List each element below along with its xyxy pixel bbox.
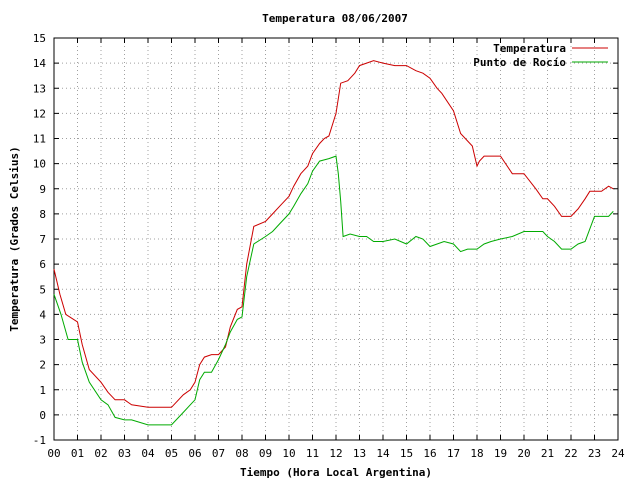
y-tick-label: -1 <box>33 434 46 447</box>
y-tick-label: 4 <box>39 308 46 321</box>
y-tick-label: 1 <box>39 384 46 397</box>
y-tick-label: 14 <box>33 57 47 70</box>
x-tick-label: 11 <box>306 447 319 460</box>
x-tick-label: 12 <box>329 447 342 460</box>
x-tick-label: 07 <box>212 447 225 460</box>
x-tick-label: 09 <box>259 447 272 460</box>
y-tick-label: 0 <box>39 409 46 422</box>
x-tick-label: 01 <box>71 447 84 460</box>
y-tick-label: 6 <box>39 258 46 271</box>
axis-ticks: 00 01 02 03 04 05 06 07 08 09 10 11 12 13 14 15 16 17 18 19… <box>33 32 625 460</box>
y-tick-label: 8 <box>39 208 46 221</box>
x-tick-label: 13 <box>353 447 366 460</box>
series-line-temperatura <box>53 60 614 408</box>
y-tick-label: 9 <box>39 183 46 196</box>
x-axis-label: Tiempo (Hora Local Argentina) <box>240 466 432 479</box>
y-tick-label: 2 <box>39 359 46 372</box>
x-tick-label: 21 <box>541 447 554 460</box>
y-tick-label: 15 <box>33 32 46 45</box>
x-tick-label: 02 <box>94 447 107 460</box>
legend-label-temperatura: Temperatura <box>493 42 566 55</box>
y-tick-label: 12 <box>33 107 46 120</box>
x-tick-label: 22 <box>564 447 577 460</box>
y-tick-label: 10 <box>33 158 46 171</box>
y-tick-label: 11 <box>33 133 46 146</box>
x-tick-label: 03 <box>118 447 131 460</box>
series-group <box>53 60 614 426</box>
x-tick-label: 17 <box>447 447 460 460</box>
x-tick-label: 23 <box>588 447 601 460</box>
x-tick-label: 00 <box>47 447 60 460</box>
y-tick-label: 7 <box>39 233 46 246</box>
x-tick-label: 15 <box>400 447 413 460</box>
chart-title: Temperatura 08/06/2007 <box>262 12 408 25</box>
series-line-punto-de-rocio <box>53 155 614 426</box>
x-tick-label: 14 <box>376 447 390 460</box>
x-tick-label: 19 <box>494 447 507 460</box>
x-tick-label: 16 <box>423 447 436 460</box>
x-tick-label: 24 <box>611 447 625 460</box>
y-tick-label: 3 <box>39 334 46 347</box>
x-tick-label: 04 <box>141 447 155 460</box>
x-tick-label: 10 <box>282 447 295 460</box>
x-tick-label: 05 <box>165 447 178 460</box>
y-axis-label: Temperatura (Grados Celsius) <box>8 146 21 331</box>
y-tick-label: 13 <box>33 82 46 95</box>
x-tick-label: 06 <box>188 447 201 460</box>
x-tick-label: 20 <box>517 447 530 460</box>
y-tick-label: 5 <box>39 283 46 296</box>
grid <box>54 38 618 440</box>
legend: Temperatura Punto de Rocío <box>473 42 608 69</box>
legend-label-punto-de-rocio: Punto de Rocío <box>473 56 566 69</box>
x-tick-label: 18 <box>470 447 483 460</box>
x-tick-label: 08 <box>235 447 248 460</box>
